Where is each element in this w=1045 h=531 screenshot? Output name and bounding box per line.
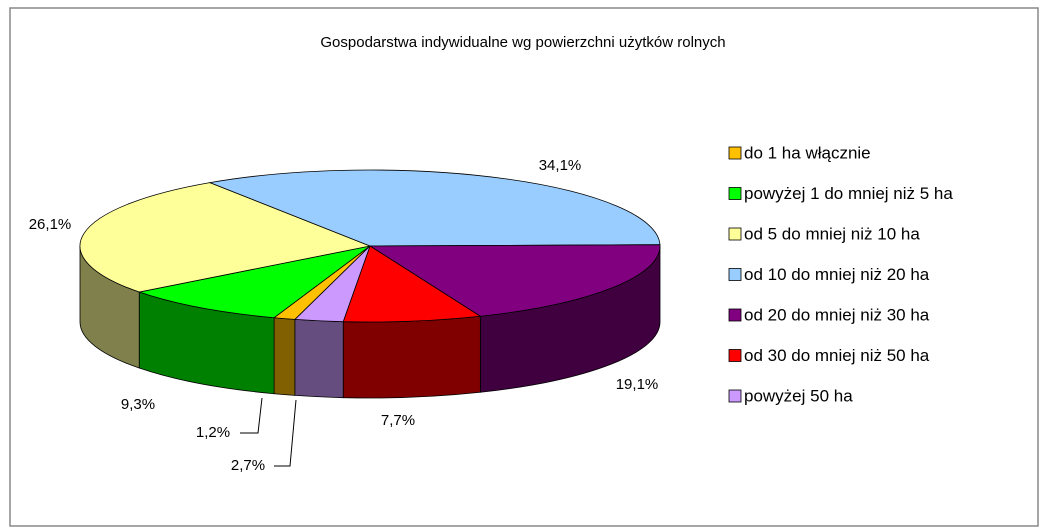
pie-tops <box>79 169 661 323</box>
slice <box>294 245 371 323</box>
legend-swatch <box>728 146 742 160</box>
legend-label: od 30 do mniej niż 50 ha <box>744 346 930 365</box>
slice <box>137 245 371 319</box>
leader-line <box>240 397 263 434</box>
slice-side <box>342 315 481 399</box>
slice <box>342 245 482 323</box>
slice <box>79 182 372 293</box>
legend-label: od 20 do mniej niż 30 ha <box>744 305 930 324</box>
legend-swatch <box>728 268 742 281</box>
slice <box>208 169 661 247</box>
legend-label: powyżej 1 do mniej niż 5 ha <box>744 184 953 203</box>
legend-label: od 5 do mniej niż 10 ha <box>744 224 920 243</box>
legend-swatch <box>728 389 742 403</box>
slice <box>368 244 661 317</box>
slice-side <box>294 318 344 399</box>
data-label: 19,1% <box>616 376 659 393</box>
data-label: 26,1% <box>29 216 72 233</box>
legend: do 1 ha włącznie powyżej 1 do mniej niż 5… <box>728 143 953 405</box>
legend-swatch <box>728 308 742 322</box>
data-labels: 1,2% 9,3% 26,1% 34,1% 19,1% 7,7% 2,7% <box>29 157 659 474</box>
pie-sides <box>79 245 661 399</box>
legend-label: od 10 do mniej niż 20 ha <box>744 265 930 284</box>
data-label: 7,7% <box>381 412 415 429</box>
data-label: 34,1% <box>539 157 582 174</box>
leader-line <box>274 399 297 467</box>
data-label: 9,3% <box>121 396 155 413</box>
chart-title: Gospodarstwa indywidualne wg powierzchni… <box>320 34 725 51</box>
data-label: 1,2% <box>196 424 230 441</box>
data-label: 2,7% <box>231 457 265 474</box>
legend-label: do 1 ha włącznie <box>744 143 871 162</box>
legend-label: powyżej 50 ha <box>744 386 853 405</box>
legend-swatch <box>728 227 742 241</box>
slice-side <box>273 317 296 396</box>
legend-swatch <box>728 187 742 200</box>
legend-swatch <box>728 349 742 362</box>
